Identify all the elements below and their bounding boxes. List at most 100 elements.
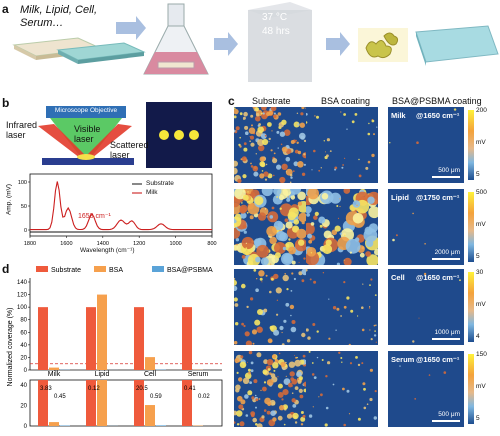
bar-bsa-lipid bbox=[97, 294, 107, 370]
raman-setup-diagram bbox=[38, 102, 212, 168]
spectrum-frame bbox=[29, 173, 213, 237]
colorbar-unit-label: mV bbox=[476, 383, 486, 390]
colorbar-cell bbox=[468, 272, 474, 342]
objective-lens bbox=[46, 106, 126, 118]
colorbar-serum bbox=[468, 354, 474, 424]
panel-b-letter: b bbox=[2, 96, 10, 110]
value-label: 0.02 bbox=[198, 394, 210, 400]
spectrum-ylabel: Amp. (mV) bbox=[5, 183, 13, 216]
fouled-surface-image bbox=[358, 28, 408, 62]
inset-bar-substrate-lipid bbox=[86, 380, 96, 426]
scale-bar bbox=[432, 258, 460, 260]
legend-swatch-1 bbox=[94, 266, 106, 272]
y-tick-label: 140 bbox=[17, 280, 28, 286]
value-label: 0.59 bbox=[150, 394, 162, 400]
value-label: 0.12 bbox=[88, 386, 100, 392]
colorbar-unit-label: mV bbox=[476, 301, 486, 308]
legend-swatch-0 bbox=[36, 266, 48, 272]
y-tick-label: 20 bbox=[20, 355, 27, 361]
raman-map-cell-bsa bbox=[306, 269, 378, 345]
spectrum-xtick: 800 bbox=[207, 241, 216, 247]
y-tick-label: 40 bbox=[20, 343, 27, 349]
map-sample-label: Lipid bbox=[391, 193, 409, 202]
value-label: 0.45 bbox=[54, 394, 66, 400]
spectrum-ytick: 50 bbox=[21, 204, 27, 210]
colorbar-cmax-label: 30 bbox=[476, 269, 484, 276]
spectrum-ytick: 0 bbox=[24, 228, 27, 234]
inset-bar-bsa-cell bbox=[145, 405, 155, 426]
spectrum-chart: 100 50 0 1800 1600 1400 1200 1000 800 bbox=[18, 173, 217, 247]
inset-bar-bsa-milk bbox=[49, 422, 59, 426]
colorbar-cmin-label: 5 bbox=[476, 415, 480, 422]
inset-y-tick-label: 0 bbox=[24, 424, 28, 430]
raman-map-cell-psbma bbox=[388, 269, 464, 345]
objective-label: Microscope Objective bbox=[54, 107, 118, 114]
y-tick-label: 80 bbox=[20, 318, 27, 324]
incubation-temp: 37 °C bbox=[262, 12, 288, 23]
spectrum-xlabel: Wavelength (cm⁻¹) bbox=[80, 247, 135, 254]
raman-map-milk-bsa bbox=[306, 107, 378, 183]
scale-bar-label: 500 μm bbox=[438, 411, 460, 418]
visible-label: Visible laser bbox=[74, 124, 101, 144]
category-label: Cell bbox=[144, 371, 157, 378]
arrow-icon bbox=[214, 32, 238, 56]
scale-bar bbox=[432, 420, 460, 422]
bar-bsa-cell bbox=[145, 357, 155, 370]
value-label: 0.41 bbox=[184, 386, 196, 392]
flask-icon bbox=[143, 3, 209, 75]
y-axis-label: Normalized coverage (%) bbox=[7, 308, 14, 387]
arrow-icon bbox=[116, 16, 146, 40]
spectrum-annotation: 1650 cm⁻¹ bbox=[78, 213, 111, 220]
arrow-icon bbox=[326, 32, 350, 56]
spectrum-xtick: 1400 bbox=[97, 241, 109, 247]
inset-bar-substrate-cell bbox=[134, 380, 144, 426]
map-sample-label: Cell bbox=[391, 273, 405, 282]
scale-bar bbox=[432, 338, 460, 340]
bar-substrate-lipid bbox=[86, 307, 96, 370]
column-header-psbma: BSA@PSBMA coating bbox=[392, 96, 482, 106]
raman-map-serum-bsa bbox=[306, 351, 378, 427]
legend-milk-label: Milk bbox=[146, 189, 158, 196]
raman-map-lipid-psbma bbox=[388, 189, 464, 265]
spectrum-xtick: 1800 bbox=[24, 241, 36, 247]
raman-map-serum-substrate bbox=[234, 351, 306, 427]
legend-label: BSA@PSBMA bbox=[167, 267, 213, 274]
scale-bar-label: 1000 μm bbox=[434, 329, 460, 336]
scale-bar-label: 2000 μm bbox=[434, 249, 460, 256]
scale-bar bbox=[432, 176, 460, 178]
category-label: Milk bbox=[48, 371, 61, 378]
colorbar-cmin-label: 4 bbox=[476, 333, 480, 340]
colorbar-cmax-label: 150 bbox=[476, 351, 487, 358]
map-wavenumber-label: @1650 cm⁻¹ bbox=[416, 111, 460, 120]
spectrum-xtick: 1200 bbox=[133, 241, 145, 247]
y-tick-label: 60 bbox=[20, 330, 27, 336]
scale-bar-label: 500 μm bbox=[438, 167, 460, 174]
y-tick-label: 0 bbox=[24, 368, 28, 374]
panel-a-letter: a bbox=[2, 2, 9, 16]
colorbar-cmax-label: 200 bbox=[476, 107, 487, 114]
incubation-time: 48 hrs bbox=[262, 26, 290, 37]
inset-y-tick-label: 20 bbox=[20, 404, 27, 410]
inset-bar-bsa@psbma-cell bbox=[156, 425, 166, 426]
colorbar-unit-label: mV bbox=[476, 221, 486, 228]
substrate-slabs bbox=[12, 37, 146, 64]
bar-substrate-cell bbox=[134, 307, 144, 370]
map-wavenumber-label: @1750 cm⁻¹ bbox=[416, 193, 460, 202]
raman-map-cell-substrate bbox=[234, 269, 306, 345]
inset-bar-substrate-serum bbox=[182, 380, 192, 426]
raman-map-lipid-bsa bbox=[306, 189, 378, 265]
legend-substrate-label: Substrate bbox=[146, 180, 174, 187]
inset-bar-substrate-milk bbox=[38, 380, 48, 426]
map-sample-label: Serum bbox=[391, 355, 415, 364]
scattered-label: Scattered laser bbox=[110, 140, 149, 160]
incubator-icon bbox=[248, 2, 312, 82]
spectrum-xtick: 1000 bbox=[169, 241, 181, 247]
colorbar-lipid bbox=[468, 192, 474, 262]
spectrum-xtick: 1600 bbox=[60, 241, 72, 247]
raman-map-lipid-substrate bbox=[234, 189, 306, 265]
panel-a-graphic bbox=[12, 2, 499, 82]
visible-laser-beam bbox=[50, 118, 122, 156]
sample-stage bbox=[42, 158, 134, 165]
raman-map-milk-substrate bbox=[234, 107, 306, 183]
value-label: 20.5 bbox=[136, 386, 148, 392]
